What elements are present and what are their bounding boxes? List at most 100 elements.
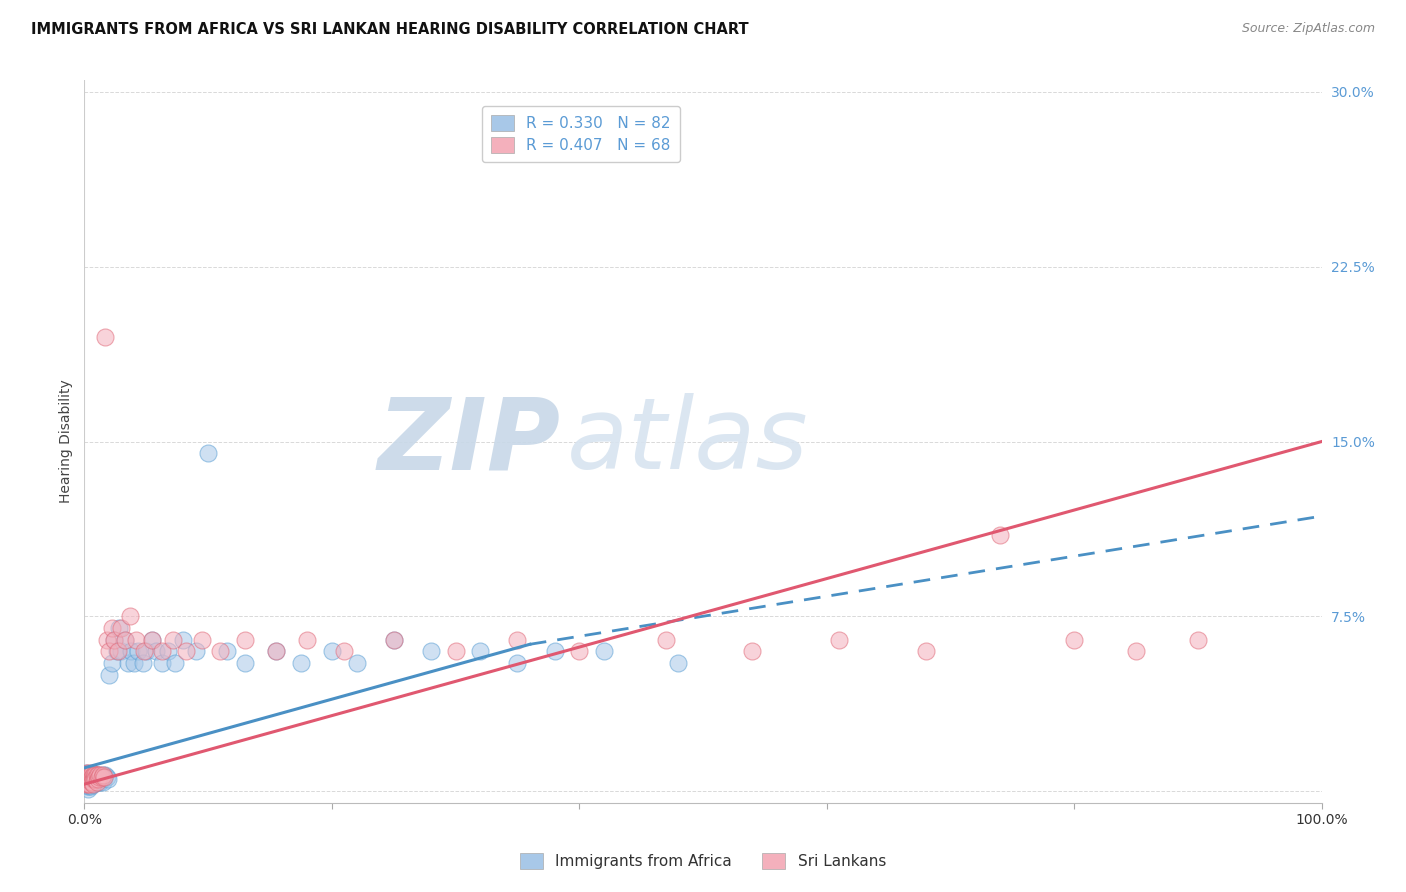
Point <box>114 632 136 647</box>
Point <box>76 777 98 791</box>
Point <box>87 774 110 789</box>
Point <box>543 644 565 658</box>
Point <box>1125 644 1147 658</box>
Point <box>914 644 936 658</box>
Point <box>80 777 103 791</box>
Point <box>79 774 101 789</box>
Point <box>150 644 173 658</box>
Point <box>382 632 405 647</box>
Point <box>184 644 207 658</box>
Point <box>80 768 103 782</box>
Point <box>91 774 114 789</box>
Point <box>382 632 405 647</box>
Point <box>264 644 287 658</box>
Point <box>98 667 121 681</box>
Point <box>89 770 111 784</box>
Point <box>82 768 104 782</box>
Point <box>89 774 111 789</box>
Text: atlas: atlas <box>567 393 808 490</box>
Point <box>77 777 100 791</box>
Text: Source: ZipAtlas.com: Source: ZipAtlas.com <box>1241 22 1375 36</box>
Point <box>86 768 108 782</box>
Point <box>172 632 194 647</box>
Point <box>75 765 97 780</box>
Point <box>444 644 467 658</box>
Point <box>191 632 214 647</box>
Point <box>141 632 163 647</box>
Point <box>79 772 101 787</box>
Point <box>419 644 441 658</box>
Point <box>79 780 101 794</box>
Point <box>79 772 101 787</box>
Point <box>132 644 155 658</box>
Point <box>76 780 98 794</box>
Legend: Immigrants from Africa, Sri Lankans: Immigrants from Africa, Sri Lankans <box>515 847 891 875</box>
Point <box>80 770 103 784</box>
Point <box>79 772 101 787</box>
Point <box>93 770 115 784</box>
Point <box>346 656 368 670</box>
Point <box>233 656 256 670</box>
Point <box>83 774 105 789</box>
Point <box>82 772 104 787</box>
Point <box>135 644 157 658</box>
Point <box>290 656 312 670</box>
Point <box>80 774 103 789</box>
Point <box>215 644 238 658</box>
Point <box>114 632 136 647</box>
Point <box>110 644 132 658</box>
Point <box>174 644 197 658</box>
Point <box>568 644 591 658</box>
Point <box>89 768 111 782</box>
Point <box>84 770 107 784</box>
Point <box>470 644 492 658</box>
Point <box>96 770 118 784</box>
Point <box>100 621 122 635</box>
Point <box>93 770 115 784</box>
Point <box>87 770 110 784</box>
Point <box>506 656 529 670</box>
Point <box>84 774 107 789</box>
Point <box>76 770 98 784</box>
Point <box>75 768 97 782</box>
Point <box>295 632 318 647</box>
Point <box>97 772 120 787</box>
Point <box>76 774 98 789</box>
Point <box>145 644 167 658</box>
Point <box>103 632 125 647</box>
Point <box>110 621 132 635</box>
Point <box>86 774 108 789</box>
Point <box>86 772 108 787</box>
Point <box>77 777 100 791</box>
Point <box>83 768 105 782</box>
Point <box>80 774 103 789</box>
Point <box>82 777 104 791</box>
Point <box>79 770 101 784</box>
Point <box>77 772 100 787</box>
Point <box>103 632 125 647</box>
Point <box>593 644 616 658</box>
Point <box>83 772 105 787</box>
Y-axis label: Hearing Disability: Hearing Disability <box>59 380 73 503</box>
Point <box>77 770 100 784</box>
Point <box>76 765 98 780</box>
Point <box>79 768 101 782</box>
Point <box>79 768 101 782</box>
Point <box>89 770 111 784</box>
Point <box>83 768 105 782</box>
Point <box>96 632 118 647</box>
Point <box>82 777 104 791</box>
Point <box>82 772 104 787</box>
Point <box>90 770 112 784</box>
Point <box>79 768 101 782</box>
Point <box>233 632 256 647</box>
Point <box>75 772 97 787</box>
Point <box>84 772 107 787</box>
Point <box>83 772 105 787</box>
Point <box>333 644 356 658</box>
Point <box>209 644 232 658</box>
Point <box>105 644 128 658</box>
Point <box>77 765 100 780</box>
Point <box>76 774 98 789</box>
Point <box>79 777 101 791</box>
